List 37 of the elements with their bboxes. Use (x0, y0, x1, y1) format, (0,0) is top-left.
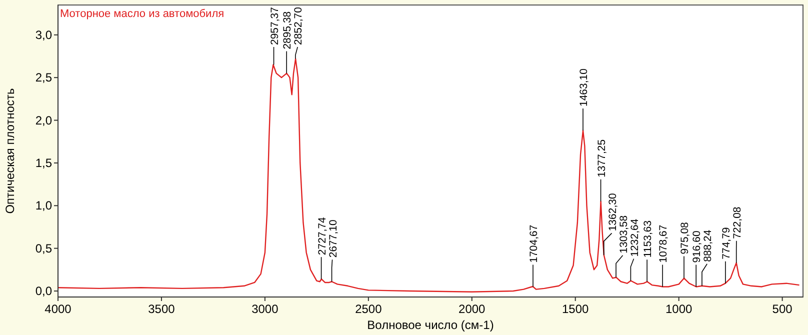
y-tick-label: 3,0 (35, 28, 52, 42)
annotation: 888,24 (702, 230, 714, 262)
x-tick-label: 1500 (562, 302, 590, 316)
x-axis-title: Волновое число (см-1) (367, 318, 494, 332)
x-tick-label: 3500 (148, 302, 176, 316)
chart-title: Моторное масло из автомобиля (60, 8, 224, 20)
y-tick-label: 0,5 (35, 241, 52, 256)
annotation: 975,08 (678, 222, 691, 254)
annotation: 1704,67 (528, 224, 540, 263)
y-tick-label: 2,0 (35, 113, 52, 128)
annotation: 774,79 (720, 227, 732, 260)
x-tick-label: 3000 (252, 302, 279, 316)
line-series (57, 58, 800, 292)
annotation: 1463,10 (578, 68, 590, 107)
annotation: 1078,67 (658, 224, 670, 263)
annotation: 1232,64 (628, 218, 641, 257)
x-tick-label: 2500 (355, 302, 382, 316)
y-tick-label: 1,0 (35, 198, 52, 213)
annotation: 2727,74 (316, 216, 328, 256)
annotation: 1303,58 (618, 215, 630, 254)
y-tick-label: 0,0 (35, 284, 52, 298)
y-tick-label: 2,5 (35, 70, 52, 85)
annotation: 2895,38 (282, 11, 294, 50)
annotation: 1377,25 (596, 139, 608, 178)
annotation: 722,08 (731, 206, 744, 239)
annotation: 1362,30 (606, 193, 619, 232)
annotation: 916,60 (691, 230, 704, 263)
annotation: 2852,70 (292, 6, 305, 45)
x-tick-label: 500 (772, 302, 793, 316)
y-axis-title: Оптическая плотность (3, 88, 17, 214)
annotation: 2677,10 (327, 220, 340, 258)
x-tick-label: 4000 (44, 302, 72, 316)
x-tick-label: 2000 (458, 302, 486, 316)
x-tick-label: 1000 (665, 302, 693, 316)
y-tick-label: 1,5 (35, 156, 52, 170)
annotation: 2957,37 (268, 6, 281, 45)
annotation: 1153,63 (642, 220, 654, 258)
